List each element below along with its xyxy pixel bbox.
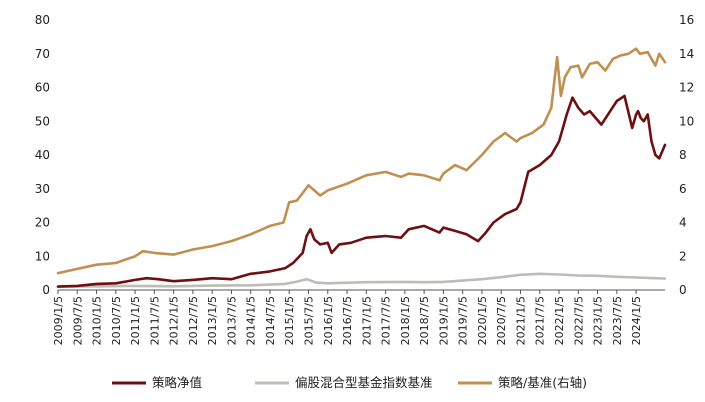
x-tick-label: 2023/1/5	[592, 296, 605, 345]
x-tick-label: 2021/7/5	[534, 296, 547, 345]
x-tick-label: 2018/7/5	[418, 296, 431, 345]
x-tick-label: 2023/7/5	[611, 296, 624, 345]
x-tick-label: 2017/1/5	[360, 296, 373, 345]
x-tick-label: 2016/1/5	[322, 296, 335, 345]
right-y-axis-ticks: 0 2 4 6 8 10 12 14 16	[679, 13, 694, 297]
x-tick-label: 2011/7/5	[148, 296, 161, 345]
left-y-axis-ticks: 0 10 20 30 40 50 60 70 80	[35, 13, 50, 297]
right-y-tick-label: 12	[679, 81, 694, 95]
legend: 策略净值 偏股混合型基金指数基准 策略/基准(右轴)	[112, 375, 587, 390]
left-y-tick-label: 50	[35, 114, 50, 128]
x-tick-label: 2013/1/5	[206, 296, 219, 345]
right-y-tick-label: 0	[679, 283, 687, 297]
x-tick-label: 2019/1/5	[437, 296, 450, 345]
right-y-tick-label: 6	[679, 182, 687, 196]
x-tick-label: 2012/1/5	[168, 296, 181, 345]
x-tick-label: 2014/7/5	[264, 296, 277, 345]
series-line-1	[56, 272, 667, 288]
legend-label-1: 偏股混合型基金指数基准	[295, 375, 433, 390]
x-tick-label: 2016/7/5	[341, 296, 354, 345]
x-tick-label: 2015/7/5	[303, 296, 316, 345]
x-tick-label: 2012/7/5	[187, 296, 200, 345]
x-tick-label: 2018/1/5	[399, 296, 412, 345]
series-layer	[56, 47, 667, 288]
right-y-tick-label: 10	[679, 114, 694, 128]
left-y-tick-label: 10	[35, 249, 50, 263]
left-y-tick-label: 40	[35, 148, 50, 162]
left-y-tick-label: 30	[35, 182, 50, 196]
left-y-tick-label: 80	[35, 13, 50, 27]
x-tick-label: 2010/7/5	[110, 296, 123, 345]
x-tick-label: 2013/7/5	[225, 296, 238, 345]
x-tick-label: 2009/1/5	[52, 296, 65, 345]
legend-label-0: 策略净值	[152, 375, 202, 390]
left-y-tick-label: 60	[35, 81, 50, 95]
series-line-0	[56, 94, 667, 288]
left-y-tick-label: 0	[42, 283, 50, 297]
left-y-tick-label: 70	[35, 47, 50, 61]
x-tick-label: 2022/7/5	[572, 296, 585, 345]
x-tick-label: 2010/1/5	[91, 296, 104, 345]
right-y-tick-label: 14	[679, 47, 694, 61]
x-tick-label: 2020/7/5	[495, 296, 508, 345]
series-line-2	[56, 47, 667, 275]
x-tick-label: 2024/1/5	[630, 296, 643, 345]
right-y-tick-label: 2	[679, 249, 687, 263]
x-tick-label: 2011/1/5	[129, 296, 142, 345]
x-tick-label: 2014/1/5	[245, 296, 258, 345]
x-tick-label: 2015/1/5	[283, 296, 296, 345]
legend-label-2: 策略/基准(右轴)	[498, 375, 587, 390]
right-y-tick-label: 8	[679, 148, 687, 162]
x-tick-label: 2020/1/5	[476, 296, 489, 345]
left-y-tick-label: 20	[35, 216, 50, 230]
x-tick-label: 2022/1/5	[553, 296, 566, 345]
right-y-tick-label: 4	[679, 216, 687, 230]
x-tick-label: 2017/7/5	[380, 296, 393, 345]
x-tick-label: 2021/1/5	[514, 296, 527, 345]
x-tick-label: 2019/7/5	[457, 296, 470, 345]
right-y-tick-label: 16	[679, 13, 694, 27]
x-axis-ticks: 2009/1/5 2009/7/5 2010/1/5 2010/7/5 2011/1/5…	[52, 290, 643, 345]
x-tick-label: 2009/7/5	[71, 296, 84, 345]
